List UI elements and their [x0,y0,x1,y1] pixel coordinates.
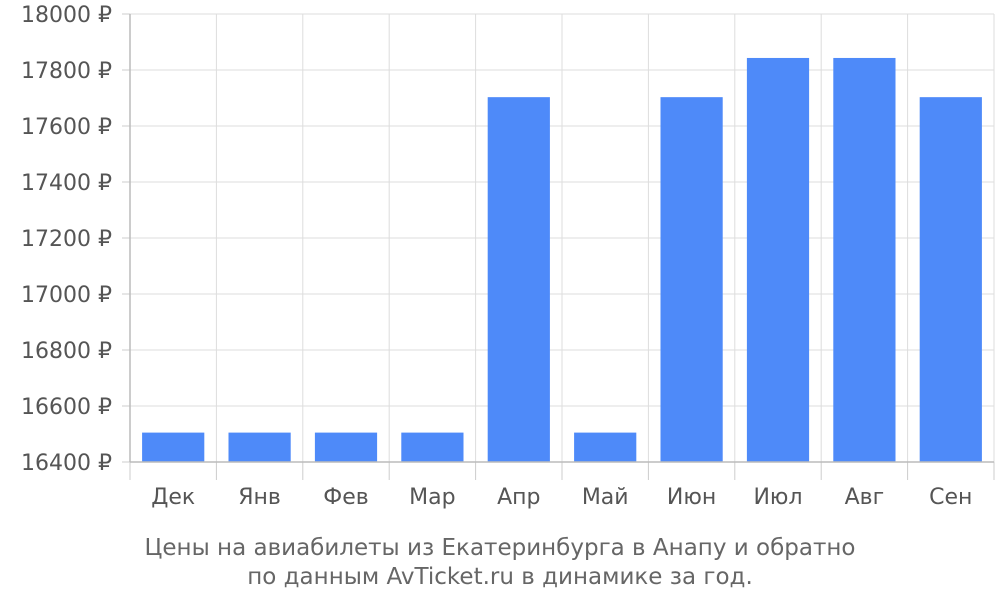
y-tick-label: 17800 ₽ [21,59,112,84]
y-tick-label: 18000 ₽ [21,3,112,28]
bar-5 [487,97,550,462]
x-tick-label: Авг [845,485,885,510]
axes [122,13,995,480]
grid [129,13,995,463]
bar-3 [314,432,378,462]
chart-caption-line-2: по данным AvTicket.ru в динамике за год. [247,564,753,590]
y-tick-label: 16400 ₽ [21,451,112,476]
bar-7 [660,97,723,462]
y-tick-label: 17200 ₽ [21,227,112,252]
y-tick-label: 17000 ₽ [21,283,112,308]
x-tick-label: Июн [667,485,716,510]
bar-8 [746,57,810,463]
x-tick-label: Май [582,485,629,510]
bars [142,57,982,463]
y-tick-label: 17600 ₽ [21,115,112,140]
bar-10 [919,97,982,462]
x-tick-label: Янв [238,485,281,510]
bar-4 [401,432,464,462]
chart-caption-line-1: Цены на авиабилеты из Екатеринбурга в Ан… [145,535,856,561]
x-tick-label: Апр [497,485,540,510]
bar-6 [574,432,637,462]
y-axis-labels: 16400 ₽ 16600 ₽ 16800 ₽ 17000 ₽ 17200 ₽ 17400… [21,3,112,476]
bar-1 [142,432,205,462]
x-tick-label: Сен [929,485,972,510]
bar-2 [228,432,291,462]
y-tick-label: 16600 ₽ [21,395,112,420]
x-tick-label: Мар [409,485,455,510]
x-tick-label: Фев [323,485,368,510]
y-tick-label: 16800 ₽ [21,339,112,364]
x-tick-label: Июл [753,485,802,510]
y-tick-label: 17400 ₽ [21,171,112,196]
bar-9 [833,57,896,463]
x-tick-label: Дек [151,485,195,510]
x-axis-labels: Дек Янв Фев Мар Апр Май Июн Июл Авг Сен [151,485,972,510]
